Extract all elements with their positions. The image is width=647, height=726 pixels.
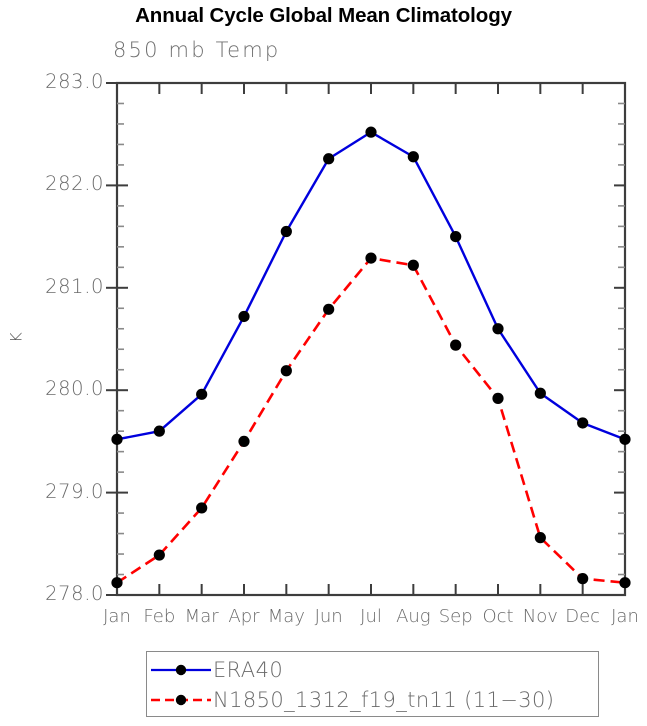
x-tick-label: Jan [103, 606, 131, 627]
x-tick-label: Nov [522, 606, 558, 627]
data-point[interactable] [196, 502, 208, 514]
data-point[interactable] [323, 153, 335, 165]
data-point[interactable] [450, 339, 462, 351]
x-axis-tick-labels: Jan Feb Mar Apr May Jun Jul Aug Sep Oct Nov Dec Jan [0, 606, 647, 636]
data-point[interactable] [238, 310, 250, 323]
y-tick-label: 281.0 [45, 274, 104, 298]
plot-frame [115, 81, 627, 597]
data-point[interactable] [407, 259, 419, 271]
data-point[interactable] [534, 387, 546, 399]
y-tick-label: 280.0 [45, 377, 104, 401]
data-point[interactable] [577, 417, 589, 429]
legend-line-sample-1 [151, 664, 211, 676]
data-point[interactable] [111, 577, 123, 589]
series-line-2 [116, 256, 626, 585]
data-point[interactable] [280, 365, 292, 377]
data-point[interactable] [407, 151, 419, 163]
data-point[interactable] [577, 573, 589, 585]
y-tick-label: 282.0 [45, 172, 104, 196]
x-tick-label: Feb [143, 606, 176, 627]
data-point[interactable] [238, 435, 250, 447]
data-point[interactable] [492, 323, 504, 335]
page-title: Annual Cycle Global Mean Climatology [135, 4, 512, 27]
legend-label-2: N1850_1312_f19_tn11 (11−30) [213, 688, 555, 712]
data-point[interactable] [365, 126, 377, 138]
x-tick-label: Aug [396, 606, 431, 627]
chart-subtitle: 850 mb Temp [113, 38, 281, 62]
data-point[interactable] [111, 433, 123, 445]
data-point[interactable] [365, 252, 377, 264]
y-tick-label: 283.0 [45, 70, 104, 93]
data-point[interactable] [280, 225, 292, 238]
x-tick-label: Sep [438, 606, 473, 627]
y-tick-label: 279.0 [45, 479, 104, 503]
legend-entry-n1850[interactable]: N1850_1312_f19_tn11 (11−30) [147, 686, 598, 714]
legend-label-1: ERA40 [213, 658, 284, 682]
y-axis-tick-labels: 283.0 282.0 281.0 280.0 279.0 278.0 [22, 0, 104, 726]
y-tick-label: 278.0 [45, 582, 104, 605]
x-tick-label: Jun [314, 606, 343, 627]
x-tick-label: Mar [184, 606, 219, 627]
x-tick-label: Jul [360, 606, 382, 627]
data-point[interactable] [153, 425, 165, 437]
x-tick-label: Apr [228, 606, 260, 627]
x-tick-label: Oct [482, 606, 514, 627]
data-point[interactable] [153, 549, 165, 561]
legend-line-sample-2 [151, 694, 211, 706]
x-tick-label: Dec [565, 606, 601, 627]
data-point[interactable] [619, 433, 631, 445]
data-point[interactable] [196, 388, 208, 400]
data-point[interactable] [534, 532, 546, 544]
x-tick-label: May [267, 606, 305, 627]
data-point[interactable] [450, 231, 462, 243]
legend-entry-era40[interactable]: ERA40 [147, 656, 598, 684]
data-point[interactable] [492, 392, 504, 404]
x-tick-label: Jan [611, 606, 639, 627]
data-point[interactable] [619, 577, 631, 589]
chart-legend: ERA40 N1850_1312_f19_tn11 (11−30) [146, 651, 599, 717]
data-point[interactable] [323, 303, 335, 315]
series-line-1 [116, 130, 626, 441]
